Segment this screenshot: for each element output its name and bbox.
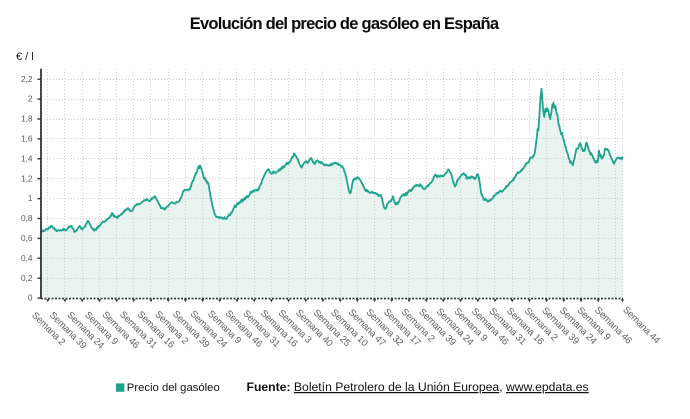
svg-text:0,8: 0,8 [21,213,33,223]
svg-text:Precio del gasóleo: Precio del gasóleo [127,382,220,394]
svg-text:1,8: 1,8 [21,114,33,124]
svg-text:Evolución del precio de gasóle: Evolución del precio de gasóleo en Españ… [190,15,500,33]
svg-text:0,4: 0,4 [21,253,33,263]
svg-text:1,2: 1,2 [21,173,33,183]
svg-text:2: 2 [28,94,33,104]
svg-text:Fuente: Boletín Petrolero de l: Fuente: Boletín Petrolero de la Unión Eu… [247,380,589,394]
svg-text:0: 0 [28,293,33,303]
svg-text:0,2: 0,2 [21,273,33,283]
svg-text:1: 1 [28,193,33,203]
svg-text:1,6: 1,6 [21,134,33,144]
svg-text:1,4: 1,4 [21,153,33,163]
svg-text:€ / l: € / l [16,51,34,63]
svg-text:2,2: 2,2 [21,74,33,84]
svg-text:0,6: 0,6 [21,233,33,243]
